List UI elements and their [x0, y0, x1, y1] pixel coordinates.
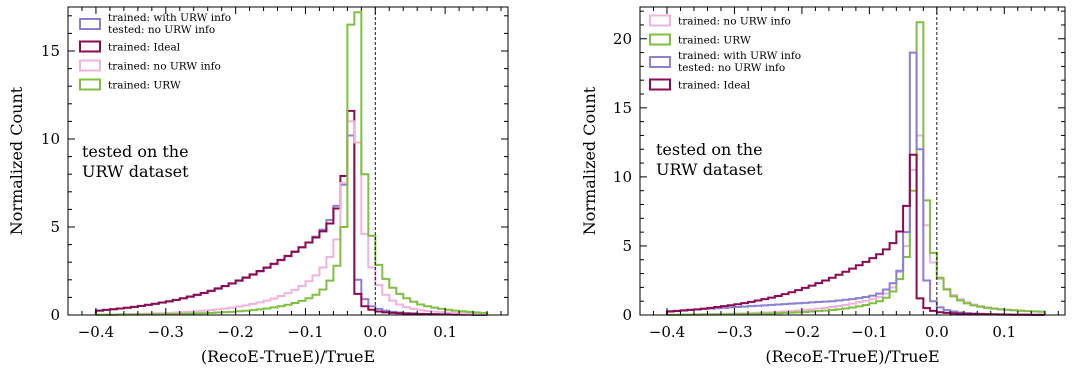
legend-label-1: trained: with URW info [108, 12, 231, 24]
annotation-text: URW dataset [656, 160, 763, 179]
x-tick-label: −0.2 [217, 323, 253, 341]
series-line-3 [94, 120, 489, 316]
y-tick-label: 15 [41, 42, 60, 60]
x-axis-label: (RecoE-TrueE)/TrueE [765, 347, 939, 366]
y-tick-label: 15 [613, 99, 632, 117]
legend-label-2: trained: URW [678, 35, 751, 47]
x-tick-label: 0.0 [363, 323, 387, 341]
series-line-3 [665, 51, 1046, 316]
x-tick-label: −0.4 [78, 323, 114, 341]
legend-label-3: tested: no URW info [678, 62, 785, 74]
y-tick-label: 5 [50, 218, 60, 236]
x-tick-label: −0.3 [148, 323, 184, 341]
x-tick-label: 0.1 [992, 323, 1016, 341]
x-tick-label: −0.1 [287, 323, 323, 341]
annotation-text: tested on the [656, 140, 763, 159]
x-tick-label: −0.2 [784, 323, 820, 341]
legend-swatch-3 [79, 59, 101, 72]
legend-swatch-2 [649, 33, 671, 46]
legend: trained: no URW info trained: URW trained:… [649, 14, 801, 92]
series-line-2 [94, 109, 489, 316]
legend-label-4: trained: Ideal [678, 80, 751, 92]
chart-panel-2: −0.4 −0.3 −0.2 −0.1 0.0 0.1 0 5 10 15 20 (RecoE-Tru… [580, 6, 1066, 366]
x-tick-label: −0.4 [649, 323, 685, 341]
y-axis-label: Normalized Count [580, 86, 599, 235]
y-tick-label: 10 [41, 130, 60, 148]
legend-swatch-3 [649, 56, 671, 68]
y-tick-label: 0 [50, 306, 60, 324]
y-tick-label: 20 [613, 30, 632, 48]
annotation-text: URW dataset [82, 162, 189, 181]
legend-label-4: trained: URW [108, 80, 181, 92]
x-tick-label: 0.0 [925, 323, 949, 341]
legend-swatch-4 [649, 78, 671, 91]
x-tick-label: 0.1 [433, 323, 457, 341]
legend-swatch-2 [79, 40, 101, 53]
series-line-4 [94, 11, 489, 316]
legend-label-3: trained: no URW info [108, 61, 221, 73]
y-axis-label: Normalized Count [7, 86, 26, 235]
legend-swatch-1 [649, 14, 671, 27]
series-line-4 [665, 153, 1046, 316]
y-tick-label: 10 [613, 168, 632, 186]
x-tick-label: −0.1 [851, 323, 887, 341]
legend-label-1: trained: no URW info [678, 16, 791, 28]
x-tick-label: −0.3 [716, 323, 752, 341]
annotation-text: tested on the [82, 142, 189, 161]
legend-label-2: trained: Ideal [108, 42, 181, 54]
y-tick-label: 0 [622, 306, 632, 324]
legend-label-3: trained: with URW info [678, 50, 801, 62]
y-tick-label: 5 [622, 237, 632, 255]
legend-swatch-4 [79, 78, 101, 91]
axes-frame [639, 6, 1066, 316]
chart-panel-1: −0.4 −0.3 −0.2 −0.1 0.0 0.1 0 5 10 15 (RecoE-TrueE… [7, 6, 509, 366]
legend-label-1: tested: no URW info [108, 24, 215, 36]
series-line-2 [665, 21, 1046, 316]
x-axis-label: (RecoE-TrueE)/TrueE [201, 347, 375, 366]
axes-frame [67, 6, 509, 316]
legend-swatch-1 [79, 18, 101, 30]
